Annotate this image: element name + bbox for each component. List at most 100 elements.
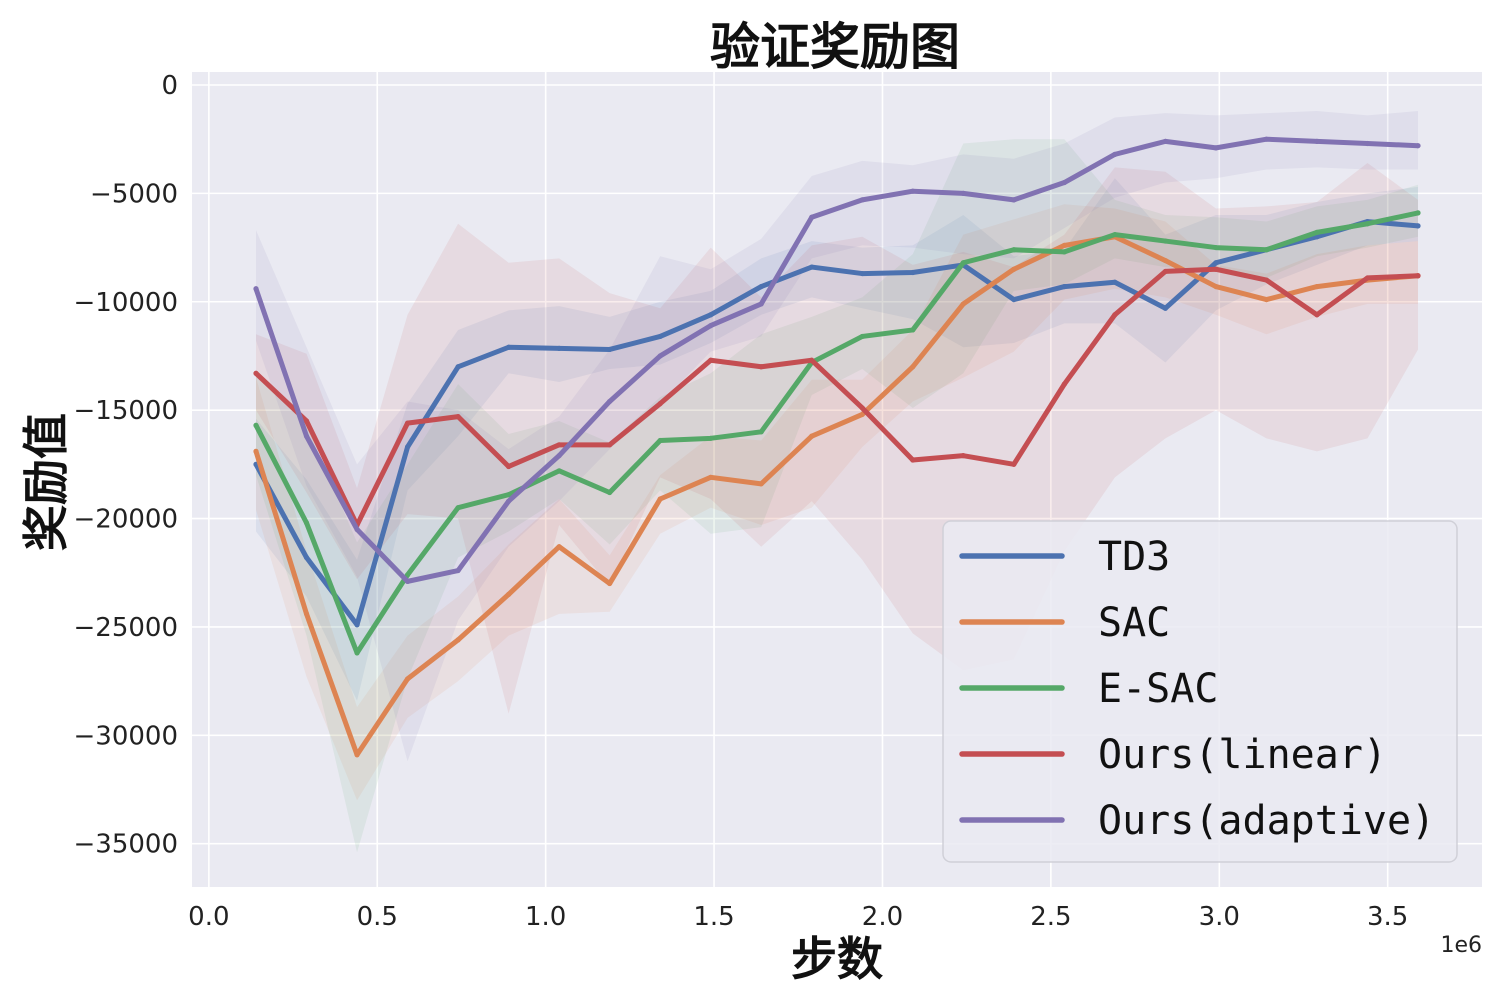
legend-label-0: TD3 <box>1098 534 1170 580</box>
data-point <box>960 190 966 196</box>
data-point <box>1213 244 1219 251</box>
data-point <box>455 364 461 370</box>
data-point <box>758 429 764 435</box>
series-band-2 <box>255 139 1419 853</box>
series-line-3 <box>253 266 1421 528</box>
data-point <box>354 752 360 758</box>
data-point <box>859 197 865 203</box>
data-point <box>657 496 663 502</box>
data-point <box>253 286 259 292</box>
data-point <box>708 474 714 480</box>
data-point <box>1263 136 1270 142</box>
data-point <box>404 676 411 682</box>
data-point <box>354 650 360 656</box>
data-point <box>1061 249 1067 255</box>
data-point <box>607 580 613 587</box>
data-point <box>303 554 310 561</box>
x-tick-label: 1.5 <box>693 902 734 932</box>
x-tick-label: 1.0 <box>525 902 566 932</box>
data-point <box>708 357 714 363</box>
data-point <box>1314 229 1320 235</box>
data-point <box>910 457 916 463</box>
y-tick-label: 0 <box>161 71 178 101</box>
data-point <box>1314 283 1320 290</box>
data-point <box>910 269 916 276</box>
series-line-2 <box>253 210 1421 656</box>
data-point <box>809 433 815 439</box>
data-point <box>1162 238 1168 244</box>
data-point <box>303 433 310 439</box>
data-point <box>859 270 865 277</box>
data-point <box>556 345 562 351</box>
data-point <box>1011 197 1017 203</box>
y-tick-label: −10000 <box>74 288 179 318</box>
y-tick-label: −5000 <box>90 179 178 209</box>
data-point <box>253 448 259 454</box>
data-point <box>1112 151 1118 157</box>
data-point <box>404 444 411 450</box>
data-point <box>809 357 815 363</box>
data-point <box>859 405 865 411</box>
data-point <box>859 411 865 418</box>
data-point <box>1364 140 1371 147</box>
series-band-1 <box>255 204 1419 801</box>
data-point <box>910 327 916 333</box>
y-tick-label: −25000 <box>74 613 179 643</box>
data-point <box>1314 138 1320 144</box>
x-tick-label: 2.0 <box>862 902 903 932</box>
data-point <box>1263 247 1270 253</box>
data-point <box>960 260 966 266</box>
tick-labels: 0.0 0.5 1.0 1.5 2.0 2.5 3.0 3.5 0 −5000 −10000 −150… <box>74 71 1409 932</box>
series-band-0 <box>255 178 1419 701</box>
data-point <box>1061 283 1067 290</box>
y-tick-label: −15000 <box>74 396 179 426</box>
data-point <box>657 437 663 444</box>
data-point <box>910 364 916 370</box>
data-point <box>758 481 764 487</box>
x-tick-label: 0.0 <box>188 902 229 932</box>
data-point <box>758 283 764 290</box>
data-point <box>455 414 461 420</box>
x-axis-offset-label: 1e6 <box>1440 933 1482 958</box>
data-point <box>1112 279 1118 285</box>
data-point <box>657 333 663 340</box>
data-point <box>506 463 512 470</box>
data-point <box>1112 231 1118 238</box>
data-point <box>1162 268 1168 275</box>
data-point <box>404 572 411 578</box>
x-tick-label: 2.5 <box>1030 902 1071 932</box>
chart-title: 验证奖励图 <box>710 18 960 76</box>
data-point <box>607 489 613 496</box>
data-point <box>708 435 714 441</box>
data-point <box>1061 381 1067 387</box>
data-point <box>960 453 966 459</box>
data-point <box>506 344 512 350</box>
data-point <box>1011 247 1017 253</box>
data-point <box>758 364 764 370</box>
data-point <box>1314 312 1320 318</box>
legend: TD3 SAC E-SAC Ours(linear) Ours(adaptive) <box>942 520 1458 863</box>
data-point <box>859 333 865 340</box>
x-axis-title: 步数 <box>791 932 883 986</box>
data-point <box>1162 138 1168 144</box>
x-tick-label: 0.5 <box>357 902 398 932</box>
data-point <box>303 520 310 526</box>
data-point <box>607 398 613 405</box>
data-point <box>1415 210 1421 216</box>
data-point <box>303 418 310 424</box>
data-point <box>354 526 360 532</box>
series-lines <box>253 136 1421 758</box>
legend-label-4: Ours(adaptive) <box>1098 798 1435 844</box>
legend-label-1: SAC <box>1098 600 1170 646</box>
data-point <box>607 346 613 353</box>
data-point <box>1213 283 1219 290</box>
data-point <box>455 637 461 643</box>
data-point <box>506 591 512 597</box>
data-point <box>1162 305 1168 311</box>
data-point <box>1011 296 1017 303</box>
data-point <box>1213 145 1219 151</box>
data-point <box>1213 266 1219 272</box>
series-line-1 <box>253 234 1421 758</box>
data-point <box>556 442 562 448</box>
